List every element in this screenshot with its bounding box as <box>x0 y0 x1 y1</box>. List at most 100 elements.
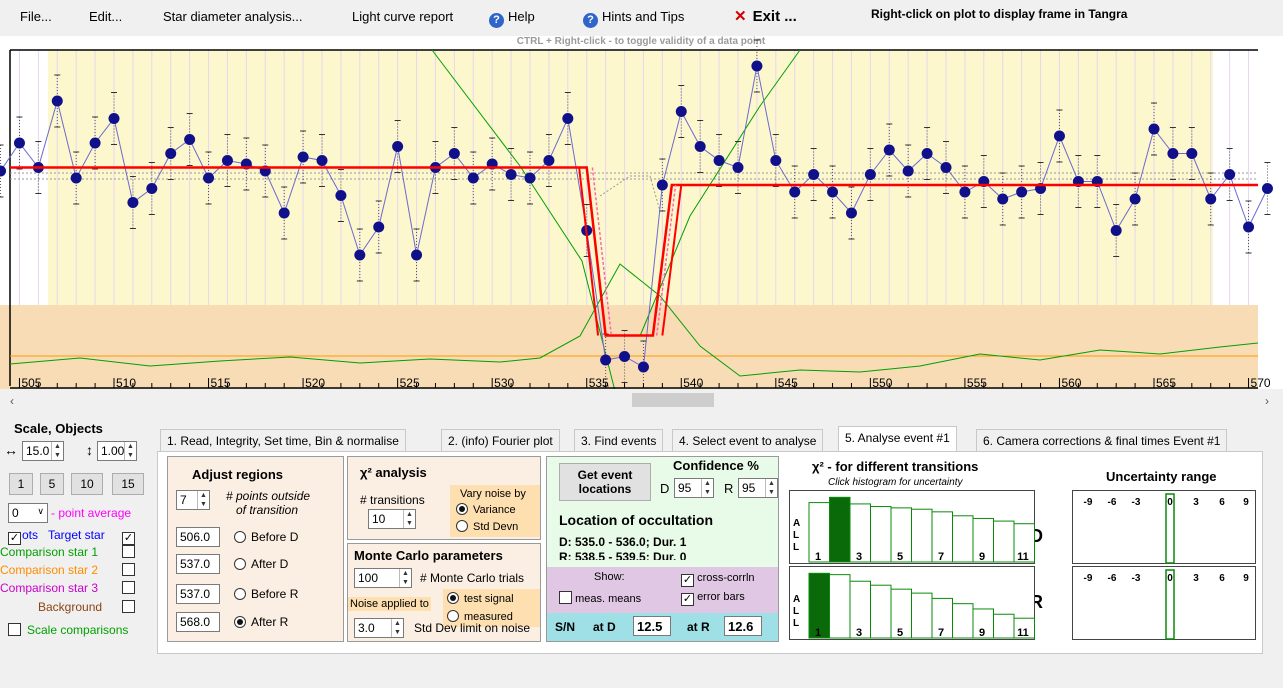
histogram-bar[interactable] <box>952 515 974 563</box>
transitions-spinner[interactable]: 10 ▲ ▼ <box>368 509 416 529</box>
menu-light-curve-report[interactable]: Light curve report <box>352 9 454 24</box>
before-d-value[interactable]: 506.0 <box>176 527 220 547</box>
data-point[interactable] <box>165 148 177 159</box>
d-uncertainty-range[interactable]: -9 -6 -3 0 3 6 9 <box>1072 490 1256 564</box>
data-point[interactable] <box>656 179 668 191</box>
point-average-dropdown[interactable]: 0 ∨ <box>8 503 48 523</box>
comparison-star-3-checkbox[interactable] <box>122 581 135 595</box>
scroll-left-icon[interactable]: ‹ <box>10 394 14 408</box>
histogram-bar[interactable] <box>1013 617 1035 639</box>
data-point[interactable] <box>675 106 687 117</box>
data-point[interactable] <box>921 148 933 159</box>
data-point[interactable] <box>51 95 63 107</box>
sd-limit-spinner[interactable]: 3.0 ▲ ▼ <box>354 618 404 638</box>
data-point[interactable] <box>713 155 725 166</box>
data-point[interactable] <box>1053 130 1065 142</box>
spinner-arrows-icon[interactable]: ▲ ▼ <box>51 442 63 460</box>
vertical-scale-spinner[interactable]: 1.00 ▲ ▼ <box>97 441 137 461</box>
data-point[interactable] <box>694 141 706 152</box>
data-point[interactable] <box>392 141 404 152</box>
data-point[interactable] <box>505 169 517 180</box>
tab-camera-corrections[interactable]: 6. Camera corrections & final times Even… <box>976 429 1228 451</box>
variance-radio[interactable]: Variance <box>456 503 516 516</box>
histogram-bar[interactable] <box>993 520 1015 563</box>
r-uncertainty-range[interactable]: -9 -6 -3 0 3 6 9 <box>1072 566 1256 640</box>
data-point[interactable] <box>959 186 971 198</box>
data-point[interactable] <box>902 165 914 177</box>
spinner-arrows-icon[interactable]: ▲ ▼ <box>399 569 411 587</box>
background-checkbox[interactable] <box>122 600 135 614</box>
histogram-bar[interactable] <box>870 506 892 563</box>
scroll-thumb[interactable] <box>632 393 714 407</box>
menu-edit[interactable]: Edit... <box>89 9 123 24</box>
tab-read-integrity[interactable]: 1. Read, Integrity, Set time, Bin & norm… <box>160 429 406 451</box>
test-signal-radio[interactable]: test signal <box>447 592 514 605</box>
stddev-radio[interactable]: Std Devn <box>456 520 518 533</box>
confidence-r-spinner[interactable]: 95 ▲ ▼ <box>738 478 778 498</box>
tab-find-events[interactable]: 3. Find events <box>574 429 664 451</box>
data-point[interactable] <box>108 113 120 124</box>
data-point[interactable] <box>1129 193 1141 205</box>
measured-radio[interactable]: measured <box>447 610 513 623</box>
scroll-right-icon[interactable]: › <box>1265 394 1269 408</box>
scale-button-1[interactable]: 1 <box>9 473 33 495</box>
points-outside-spinner[interactable]: 7 ▲ ▼ <box>176 490 210 510</box>
tab-analyse-event[interactable]: 5. Analyse event #1 <box>838 426 957 452</box>
data-point[interactable] <box>203 172 215 184</box>
meas-means-checkbox[interactable]: meas. means <box>559 591 641 605</box>
spinner-arrows-icon[interactable]: ▲ ▼ <box>391 619 403 637</box>
data-point[interactable] <box>354 249 366 261</box>
data-point[interactable] <box>278 207 290 219</box>
get-event-locations-button[interactable]: Get event locations <box>559 463 651 501</box>
comparison-star-2-checkbox[interactable] <box>122 563 135 577</box>
data-point[interactable] <box>335 190 347 201</box>
spinner-arrows-icon[interactable]: ▲ ▼ <box>197 491 209 509</box>
data-point[interactable] <box>13 137 25 149</box>
data-point[interactable] <box>127 197 139 208</box>
before-d-radio[interactable]: Before D <box>234 530 298 544</box>
menu-exit[interactable]: ✕ Exit ... <box>734 7 797 25</box>
data-point[interactable] <box>562 113 574 124</box>
menu-help[interactable]: ? Help <box>489 9 535 28</box>
error-bars-checkbox[interactable]: ✓ error bars <box>681 591 745 606</box>
data-point[interactable] <box>637 361 649 373</box>
cross-corrln-checkbox[interactable]: ✓ cross-corrln <box>681 572 755 587</box>
plot-points-checkbox[interactable]: ✓ <box>8 528 21 545</box>
data-point[interactable] <box>1148 123 1160 135</box>
comparison-star-1-checkbox[interactable] <box>122 545 135 559</box>
histogram-bar[interactable] <box>1013 523 1035 563</box>
menu-star-diameter[interactable]: Star diameter analysis... <box>163 9 303 24</box>
data-point[interactable] <box>1016 186 1028 198</box>
after-r-value[interactable]: 568.0 <box>176 612 220 632</box>
data-point[interactable] <box>1224 169 1236 180</box>
data-point[interactable] <box>221 155 233 166</box>
data-point[interactable] <box>732 162 744 173</box>
data-point[interactable] <box>524 172 536 184</box>
data-point[interactable] <box>543 155 555 166</box>
data-point[interactable] <box>70 172 82 184</box>
tab-fourier-plot[interactable]: 2. (info) Fourier plot <box>441 429 560 451</box>
spinner-arrows-icon[interactable]: ▲ ▼ <box>124 442 136 460</box>
menu-file[interactable]: File... <box>20 9 52 24</box>
data-point[interactable] <box>184 134 196 145</box>
data-point[interactable] <box>1243 221 1255 233</box>
data-point[interactable] <box>373 221 385 233</box>
scale-button-10[interactable]: 10 <box>71 473 103 495</box>
plot-scrollbar[interactable]: ‹ › <box>0 389 1283 411</box>
histogram-bar[interactable] <box>911 592 933 639</box>
before-r-radio[interactable]: Before R <box>234 587 298 601</box>
spinner-arrows-icon[interactable]: ▲ ▼ <box>701 479 713 497</box>
data-point[interactable] <box>619 351 631 362</box>
scale-comparisons-checkbox[interactable] <box>8 623 21 637</box>
data-point[interactable] <box>1167 148 1179 159</box>
data-point[interactable] <box>448 148 460 159</box>
horizontal-scale-spinner[interactable]: 15.0 ▲ ▼ <box>22 441 64 461</box>
before-r-value[interactable]: 537.0 <box>176 584 220 604</box>
scale-button-15[interactable]: 15 <box>112 473 144 495</box>
data-point[interactable] <box>0 165 7 177</box>
histogram-bar[interactable] <box>829 574 851 639</box>
data-point[interactable] <box>316 155 328 166</box>
after-d-value[interactable]: 537.0 <box>176 554 220 574</box>
histogram-bar[interactable] <box>870 584 892 639</box>
spinner-arrows-icon[interactable]: ▲ ▼ <box>765 479 777 497</box>
